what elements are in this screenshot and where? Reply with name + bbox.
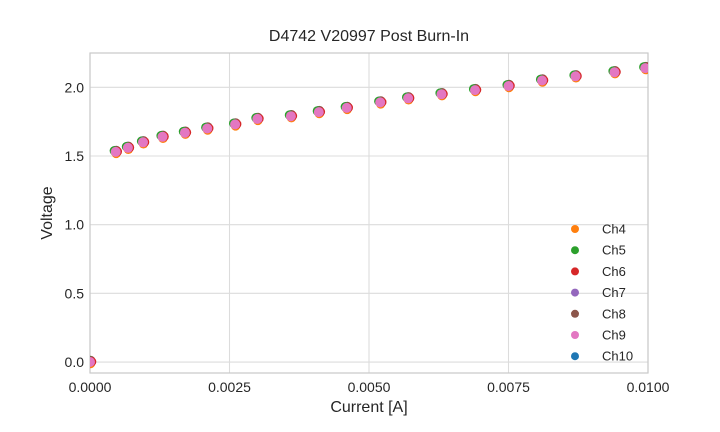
data-point-ch9 (341, 102, 352, 113)
legend-label-ch9: Ch9 (602, 328, 626, 343)
data-point-ch9 (609, 67, 620, 78)
legend-label-ch4: Ch4 (602, 222, 626, 237)
x-tick-label: 0.0075 (487, 379, 530, 395)
y-tick-label: 0.5 (65, 285, 85, 301)
data-point-ch9 (503, 81, 514, 91)
plot-border (89, 52, 649, 374)
x-axis-label: Current [A] (330, 399, 407, 416)
legend-marker-ch5 (571, 246, 579, 255)
data-point-ch9 (436, 89, 447, 100)
y-tick-label: 1.5 (65, 148, 85, 164)
data-point-ch9 (470, 85, 480, 96)
legend-marker-ch9 (571, 331, 579, 339)
data-point-ch9 (138, 137, 148, 148)
data-point-ch9 (110, 146, 121, 157)
data-point-ch9 (202, 123, 213, 134)
legend-marker-ch4 (571, 225, 579, 233)
data-point-ch9 (313, 107, 324, 118)
legend-marker-ch6 (571, 267, 579, 276)
data-point-ch9 (570, 71, 581, 82)
legend-label-ch5: Ch5 (602, 243, 626, 258)
x-tick-label: 0.0100 (627, 379, 670, 395)
legend-label-ch8: Ch8 (602, 306, 626, 321)
data-point-ch9 (537, 75, 547, 86)
data-point-ch9 (640, 63, 648, 74)
data-point-ch9 (179, 127, 190, 138)
x-tick-label: 0.0025 (208, 379, 251, 395)
data-points-layer (90, 61, 648, 369)
y-axis-label: Voltage (39, 186, 56, 239)
legend-marker-ch7 (571, 288, 579, 297)
y-tick-label: 2.0 (65, 79, 85, 95)
y-tick-label: 1.0 (65, 217, 85, 233)
data-point-ch9 (375, 97, 386, 108)
legend-marker-ch10 (571, 352, 579, 361)
legend-label-ch7: Ch7 (602, 285, 626, 300)
legend-label-ch6: Ch6 (602, 264, 626, 279)
chart-title: D4742 V20997 Post Burn-In (269, 28, 469, 45)
data-point-ch9 (157, 131, 168, 142)
data-point-ch9 (230, 119, 241, 130)
y-tick-label: 0.0 (65, 354, 85, 370)
legend-marker-ch8 (571, 309, 579, 318)
data-point-ch9 (403, 93, 414, 104)
data-point-ch9 (285, 111, 296, 122)
legend-label-ch10: Ch10 (602, 349, 633, 364)
x-tick-label: 0.0050 (348, 379, 391, 395)
data-point-ch9 (122, 142, 133, 153)
x-tick-label: 0.0000 (69, 379, 112, 395)
data-point-ch9 (90, 357, 95, 367)
data-point-ch9 (252, 113, 263, 124)
